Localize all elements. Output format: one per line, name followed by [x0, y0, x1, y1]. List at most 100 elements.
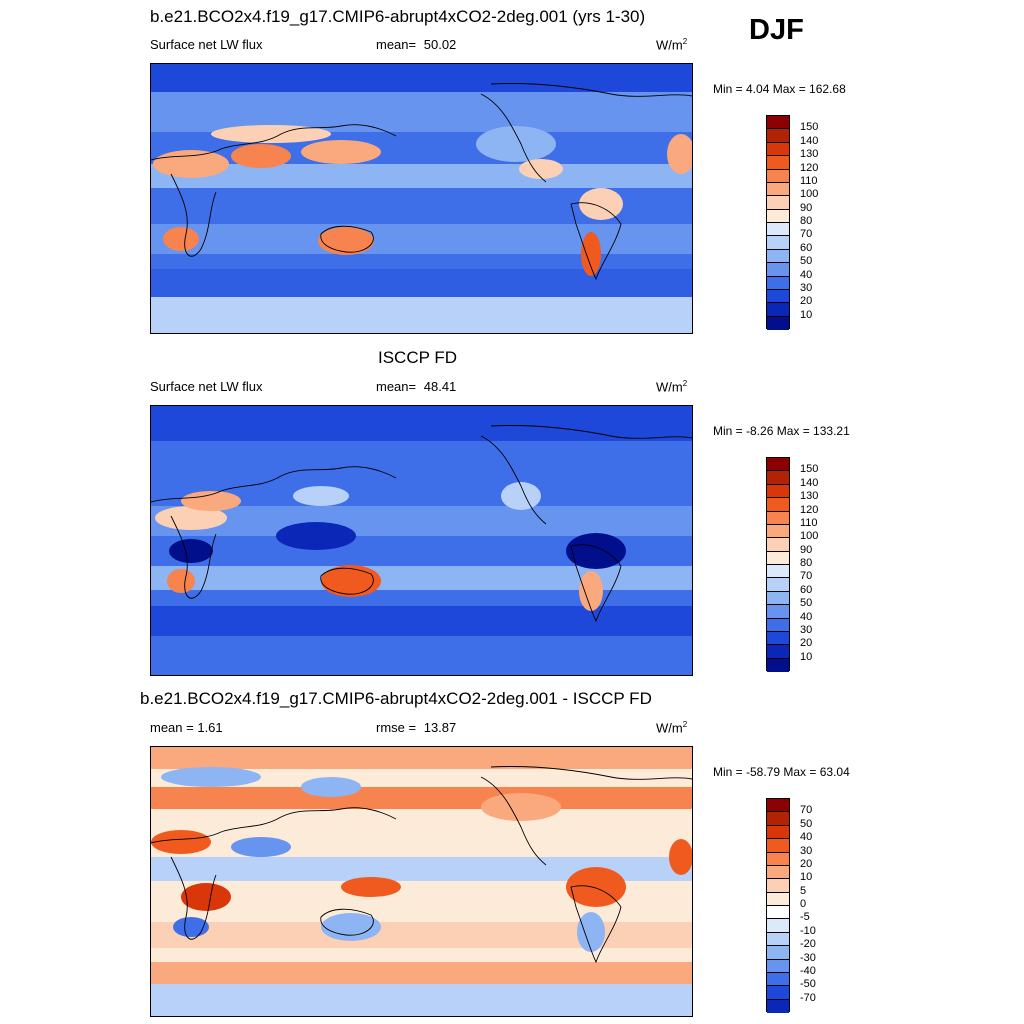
panel-1-title: b.e21.BCO2x4.f19_g17.CMIP6-abrupt4xCO2-2… [150, 7, 646, 26]
colorbar-swatch [767, 932, 789, 947]
colorbar-tick-label: 60 [800, 241, 813, 254]
colorbar-swatch [767, 799, 789, 813]
panel-2-variable: Surface net LW flux [150, 379, 263, 394]
colorbar-swatch [767, 825, 789, 840]
colorbar-swatch [767, 879, 789, 893]
panel-3-units: W/m2 [656, 720, 688, 736]
colorbar-tick-label: -10 [800, 924, 816, 937]
colorbar-tick-label: 10 [800, 308, 813, 321]
panel-1-variable: Surface net LW flux [150, 37, 263, 52]
panel-3-mean: mean = 1.61 [150, 720, 223, 735]
colorbar-tick-label: 30 [800, 281, 813, 294]
colorbar-tick-label: 40 [800, 610, 813, 623]
colorbar-tick-label: 90 [800, 201, 813, 214]
panel-3-map [150, 746, 693, 1017]
colorbar-swatch [767, 209, 789, 223]
colorbar-tick-label: 50 [800, 255, 813, 268]
panel-3-rmse: rmse = 13.87 [376, 720, 456, 735]
panel-2-title: ISCCP FD [378, 348, 458, 367]
colorbar-tick-label: 30 [800, 844, 813, 857]
colorbar-swatch [767, 236, 789, 250]
colorbar-tick-label: 10 [800, 871, 813, 884]
colorbar-swatch [767, 865, 789, 880]
panel-2-units: W/m2 [656, 379, 688, 395]
panel-1-stat-label: mean= [376, 37, 417, 52]
colorbar-tick-label: 40 [800, 268, 813, 281]
panel-1-minmax: Min = 4.04 Max = 162.68 [713, 82, 846, 96]
panel-1-mean: mean= 50.02 [376, 37, 456, 52]
colorbar-swatch [767, 538, 789, 552]
colorbar-swatch [767, 458, 789, 472]
colorbar-tick-label: 150 [800, 121, 819, 134]
colorbar-tick-label: 120 [800, 161, 819, 174]
colorbar-swatch [767, 276, 789, 290]
colorbar-tick-label: 100 [800, 188, 819, 201]
colorbar-swatch [767, 303, 789, 317]
colorbar-swatch [767, 631, 789, 646]
panel-3-stat-value: 13.87 [423, 720, 457, 735]
panel-3-title: b.e21.BCO2x4.f19_g17.CMIP6-abrupt4xCO2-2… [140, 689, 652, 708]
colorbar-tick-label: 70 [800, 804, 813, 817]
colorbar-swatch [767, 263, 789, 277]
colorbar-swatch [767, 618, 789, 632]
colorbar-tick-label: 50 [800, 597, 813, 610]
panel-3-colorbar [766, 798, 790, 1013]
colorbar-swatch [767, 484, 789, 499]
colorbar-swatch [767, 289, 789, 304]
panel-1-colorbar [766, 115, 790, 330]
colorbar-swatch [767, 578, 789, 592]
colorbar-tick-label: -50 [800, 978, 816, 991]
colorbar-swatch [767, 839, 789, 853]
panel-2-map [150, 405, 693, 676]
colorbar-swatch [767, 906, 789, 920]
colorbar-swatch [767, 605, 789, 619]
colorbar-swatch [767, 524, 789, 539]
colorbar-swatch [767, 959, 789, 973]
colorbar-tick-label: -70 [800, 991, 816, 1004]
colorbar-swatch [767, 471, 789, 485]
colorbar-tick-label: 110 [800, 516, 818, 529]
colorbar-tick-label: 150 [800, 463, 819, 476]
colorbar-tick-label: -20 [800, 938, 816, 951]
panel-1-stat-value: 50.02 [423, 37, 457, 52]
colorbar-swatch [767, 946, 789, 960]
colorbar-swatch [767, 498, 789, 512]
colorbar-tick-label: 40 [800, 831, 813, 844]
colorbar-tick-label: 0 [800, 898, 807, 910]
colorbar-swatch [767, 223, 789, 237]
colorbar-tick-label: 110 [800, 174, 818, 187]
colorbar-tick-label: 20 [800, 857, 813, 870]
colorbar-tick-label: -5 [800, 911, 810, 924]
colorbar-tick-label: 90 [800, 543, 813, 556]
colorbar-tick-label: -40 [800, 964, 816, 977]
colorbar-tick-label: 70 [800, 570, 813, 583]
panel-3-stat-label: rmse = [376, 720, 417, 735]
colorbar-swatch [767, 645, 789, 659]
colorbar-swatch [767, 852, 789, 866]
colorbar-swatch [767, 116, 789, 130]
colorbar-swatch [767, 999, 789, 1013]
colorbar-tick-label: 130 [800, 148, 819, 161]
colorbar-tick-label: 80 [800, 557, 813, 569]
colorbar-swatch [767, 972, 789, 987]
colorbar-swatch [767, 182, 789, 197]
colorbar-tick-label: 20 [800, 637, 813, 650]
colorbar-swatch [767, 551, 789, 565]
colorbar-swatch [767, 591, 789, 606]
colorbar-swatch [767, 892, 789, 906]
colorbar-swatch [767, 142, 789, 157]
colorbar-swatch [767, 196, 789, 210]
colorbar-swatch [767, 316, 789, 330]
colorbar-tick-label: 30 [800, 623, 813, 636]
colorbar-tick-label: 20 [800, 295, 813, 308]
colorbar-tick-label: 50 [800, 817, 813, 830]
panel-2-stat-value: 48.41 [423, 379, 457, 394]
panel-3-minmax: Min = -58.79 Max = 63.04 [713, 765, 850, 779]
colorbar-swatch [767, 565, 789, 579]
colorbar-tick-label: 140 [800, 476, 819, 489]
colorbar-tick-label: 80 [800, 215, 813, 227]
panel-2-stat-label: mean= [376, 379, 417, 394]
season-label: DJF [749, 14, 804, 46]
colorbar-tick-label: 60 [800, 583, 813, 596]
colorbar-tick-label: 140 [800, 134, 819, 147]
